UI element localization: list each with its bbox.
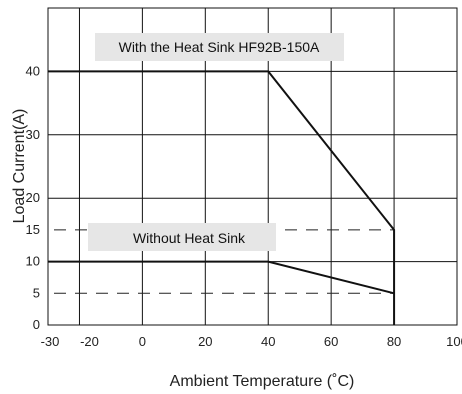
annotation-label: Without Heat Sink — [133, 230, 246, 246]
x-tick-label: -30 — [41, 334, 60, 349]
y-axis-label: Load Current(A) — [11, 109, 28, 224]
y-tick-label: 5 — [33, 285, 40, 300]
annotation-backgrounds — [88, 33, 344, 251]
annotations: With the Heat Sink HF92B-150A Without Hea… — [119, 39, 320, 246]
y-tick-labels: 0 5 10 15 20 30 40 — [26, 63, 40, 332]
y-tick-label: 15 — [26, 222, 40, 237]
plot-frame — [47, 7, 458, 326]
x-axis-label: Ambient Temperature (˚C) — [170, 373, 355, 390]
y-tick-label: 30 — [26, 127, 40, 142]
series-line-2 — [48, 260, 395, 295]
x-tick-label: 40 — [261, 334, 275, 349]
annotation-label: With the Heat Sink HF92B-150A — [119, 39, 320, 55]
y-tick-label: 0 — [33, 317, 40, 332]
x-tick-label: 0 — [139, 334, 146, 349]
x-tick-label: 80 — [387, 334, 401, 349]
x-tick-label: -20 — [80, 334, 99, 349]
y-tick-label: 10 — [26, 254, 40, 269]
annotation-background — [95, 33, 344, 61]
x-tick-label: 100 — [446, 334, 462, 349]
series-line-1 — [48, 70, 396, 325]
x-tick-label: 20 — [198, 334, 212, 349]
x-tick-label: 60 — [324, 334, 338, 349]
y-tick-label: 20 — [26, 190, 40, 205]
annotation-background — [88, 223, 276, 251]
chart-series — [48, 70, 396, 325]
x-tick-labels: -30 -20 0 20 40 60 80 100 — [41, 334, 462, 349]
y-tick-label: 40 — [26, 63, 40, 78]
